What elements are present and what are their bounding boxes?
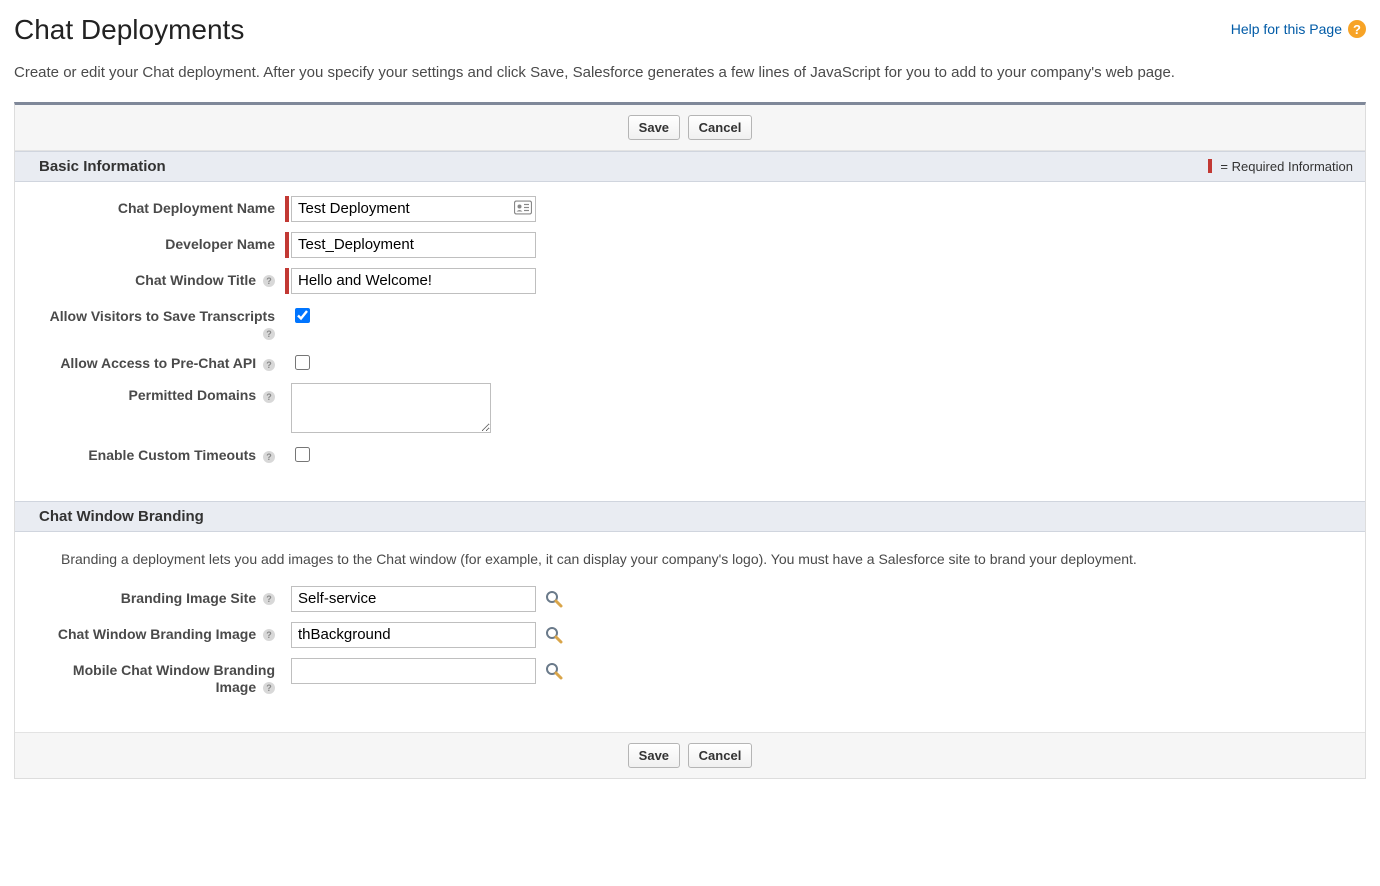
required-note-text: = Required Information xyxy=(1220,159,1353,174)
enable-custom-timeouts-checkbox[interactable] xyxy=(295,447,310,462)
developer-name-input[interactable] xyxy=(291,232,536,258)
label-allow-prechat-api: Allow Access to Pre-Chat API xyxy=(60,355,256,371)
label-branding-image-site: Branding Image Site xyxy=(121,590,256,606)
label-allow-save-transcripts: Allow Visitors to Save Transcripts xyxy=(50,308,275,324)
section-body-basic: Chat Deployment Name Developer Name Ch xyxy=(15,182,1365,502)
required-indicator xyxy=(285,196,289,222)
label-permitted-domains: Permitted Domains xyxy=(129,387,257,403)
label-mobile-chat-window-branding-image: Mobile Chat Window Branding Image xyxy=(73,662,275,695)
save-button-bottom[interactable]: Save xyxy=(628,743,680,768)
help-link-text: Help for this Page xyxy=(1231,21,1342,37)
required-information-note: = Required Information xyxy=(1208,159,1353,174)
button-bar-top: Save Cancel xyxy=(15,105,1365,151)
help-bubble-icon[interactable]: ? xyxy=(263,593,275,605)
label-chat-window-branding-image: Chat Window Branding Image xyxy=(58,626,256,642)
branding-image-site-input[interactable] xyxy=(291,586,536,612)
help-bubble-icon[interactable]: ? xyxy=(263,328,275,340)
cancel-button-bottom[interactable]: Cancel xyxy=(688,743,753,768)
help-bubble-icon[interactable]: ? xyxy=(263,629,275,641)
required-indicator xyxy=(285,268,289,294)
section-body-branding: Branding a deployment lets you add image… xyxy=(15,532,1365,731)
help-for-page-link[interactable]: Help for this Page ? xyxy=(1231,20,1366,38)
allow-save-transcripts-checkbox[interactable] xyxy=(295,308,310,323)
form-panel: Save Cancel Basic Information = Required… xyxy=(14,102,1366,779)
page-title: Chat Deployments xyxy=(14,14,244,46)
label-developer-name: Developer Name xyxy=(35,232,285,253)
help-icon: ? xyxy=(1348,20,1366,38)
branding-description: Branding a deployment lets you add image… xyxy=(61,550,1345,570)
lookup-icon[interactable] xyxy=(544,625,564,645)
help-bubble-icon[interactable]: ? xyxy=(263,275,275,287)
button-bar-bottom: Save Cancel xyxy=(15,732,1365,778)
chat-window-title-input[interactable] xyxy=(291,268,536,294)
help-bubble-icon[interactable]: ? xyxy=(263,682,275,694)
chat-deployment-name-input[interactable] xyxy=(291,196,536,222)
section-header-branding: Chat Window Branding xyxy=(15,501,1365,532)
chat-window-branding-image-input[interactable] xyxy=(291,622,536,648)
permitted-domains-textarea[interactable] xyxy=(291,383,491,433)
lookup-icon[interactable] xyxy=(544,589,564,609)
required-indicator xyxy=(285,232,289,258)
cancel-button[interactable]: Cancel xyxy=(688,115,753,140)
lookup-icon[interactable] xyxy=(544,661,564,681)
mobile-chat-window-branding-image-input[interactable] xyxy=(291,658,536,684)
save-button[interactable]: Save xyxy=(628,115,680,140)
section-title-basic: Basic Information xyxy=(39,158,166,175)
help-bubble-icon[interactable]: ? xyxy=(263,391,275,403)
section-header-basic: Basic Information = Required Information xyxy=(15,151,1365,182)
required-bar-icon xyxy=(1208,159,1212,173)
label-enable-custom-timeouts: Enable Custom Timeouts xyxy=(88,447,256,463)
page-description: Create or edit your Chat deployment. Aft… xyxy=(14,62,1366,84)
label-chat-window-title: Chat Window Title xyxy=(135,272,256,288)
label-chat-deployment-name: Chat Deployment Name xyxy=(35,196,285,217)
help-bubble-icon[interactable]: ? xyxy=(263,359,275,371)
section-title-branding: Chat Window Branding xyxy=(39,508,204,525)
allow-prechat-api-checkbox[interactable] xyxy=(295,355,310,370)
contact-card-icon xyxy=(514,200,532,217)
help-bubble-icon[interactable]: ? xyxy=(263,451,275,463)
